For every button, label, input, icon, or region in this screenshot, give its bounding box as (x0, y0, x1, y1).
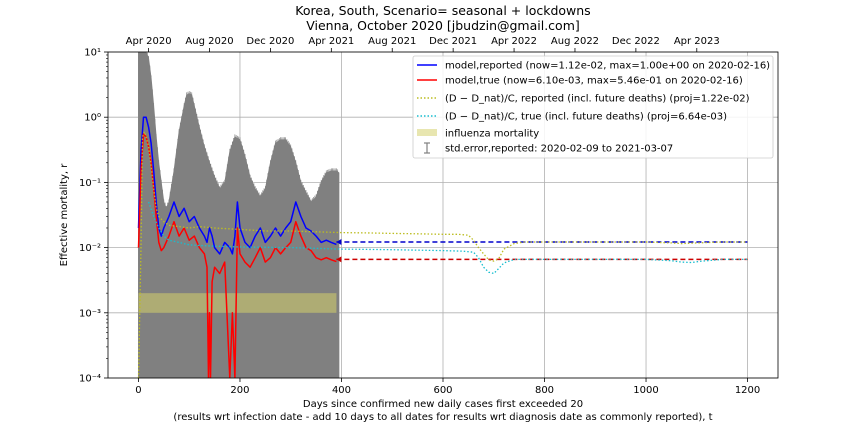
top-axis-tick-label: Apr 2022 (491, 36, 537, 47)
series-line (137, 133, 337, 378)
x-tick-label: 0 (135, 385, 141, 396)
true-projection-marker (336, 256, 342, 263)
legend-label: std.error,reported: 2020-02-09 to 2021-0… (445, 144, 673, 155)
legend: model,reported (now=1.12e-02, max=1.00e+… (412, 55, 774, 159)
x-tick-label: 800 (535, 385, 554, 396)
x-tick-label: 1200 (735, 385, 760, 396)
x-tick-label: 200 (230, 385, 249, 396)
top-axis-tick-label: Dec 2021 (429, 36, 477, 47)
y-tick-label: 10⁻³ (79, 308, 101, 319)
chart-subtitle: Vienna, October 2020 [jbudzin@gmail.com] (306, 18, 580, 33)
top-axis-tick-label: Apr 2020 (126, 36, 172, 47)
y-tick-label: 10¹ (84, 48, 101, 59)
series-line (147, 201, 748, 275)
legend-label: model,true (now=6.10e-03, max=5.46e-01 o… (445, 76, 743, 87)
x-tick-label: 1000 (633, 385, 658, 396)
y-tick-label: 10⁻¹ (79, 178, 101, 189)
legend-label: (D − D_nat)/C, reported (incl. future de… (445, 94, 750, 105)
chart-title: Korea, South, Scenario= seasonal + lockd… (295, 3, 590, 18)
legend-label: (D − D_nat)/C, true (incl. future deaths… (445, 112, 727, 123)
series-line (137, 116, 337, 255)
legend-box (412, 55, 774, 159)
top-axis-tick-label: Aug 2021 (368, 36, 416, 47)
top-axis-tick-label: Aug 2020 (185, 36, 233, 47)
legend-label: influenza mortality (445, 129, 539, 140)
lines (137, 116, 748, 378)
y-tick-label: 10⁰ (84, 113, 101, 124)
legend-swatch (417, 129, 437, 136)
top-axis-tick-label: Apr 2023 (674, 36, 720, 47)
y-axis-label: Effective mortality, r (59, 163, 70, 267)
x-tick-label: 400 (332, 385, 351, 396)
y-tick-label: 10⁻⁴ (79, 374, 101, 385)
axes: 0 200 400 600 800 1000 1200 Apr 2020 Aug 2020 Dec… (79, 36, 760, 396)
x-axis-label: Days since confirmed new daily cases fir… (303, 399, 583, 410)
influenza-band (138, 293, 337, 313)
legend-label: model,reported (now=1.12e-02, max=1.00e+… (445, 61, 770, 72)
y-tick-label: 10⁻² (79, 243, 101, 254)
top-axis-tick-label: Aug 2022 (551, 36, 599, 47)
top-axis-tick-label: Dec 2022 (612, 36, 660, 47)
x-axis-label-secondary: (results wrt infection date - add 10 day… (173, 412, 712, 423)
x-tick-label: 600 (433, 385, 452, 396)
top-axis-tick-label: Dec 2020 (246, 36, 294, 47)
reported-projection-marker (336, 238, 342, 245)
top-axis-tick-label: Apr 2021 (308, 36, 354, 47)
